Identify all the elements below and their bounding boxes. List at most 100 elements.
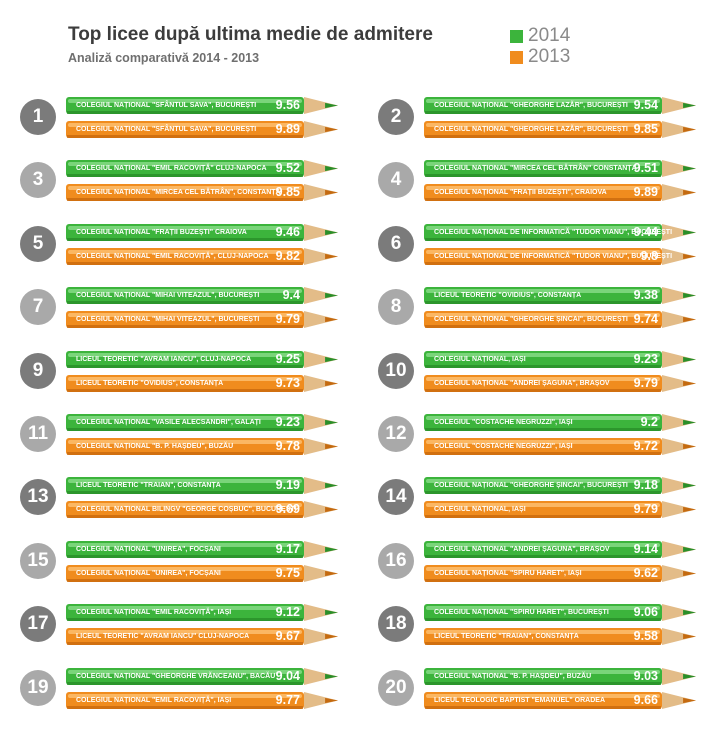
school-name-2013: COLEGIUL NAȚIONAL "B. P. HAȘDEU", BUZĂU	[76, 443, 234, 450]
pencil-highlight	[68, 376, 302, 381]
pencil-highlight	[68, 693, 302, 698]
score-value-2014: 9.44	[633, 224, 658, 239]
pencil-lead	[683, 443, 696, 450]
pencil-shape	[424, 501, 696, 519]
pencil-shape	[424, 477, 696, 495]
pencil-highlight	[426, 225, 660, 230]
pencil-bar-2014: COLEGIUL NAȚIONAL "EMIL RACOVIȚĂ" CLUJ-N…	[66, 160, 338, 180]
rank-badge: 4	[378, 162, 414, 199]
pencil-highlight	[426, 606, 660, 611]
pencil-shadow	[67, 111, 303, 114]
score-value-2014: 9.51	[633, 161, 658, 176]
pencil-shadow	[425, 705, 661, 709]
rank-badge: 3	[20, 162, 56, 199]
score-value-2013: 9.77	[275, 692, 300, 707]
pencil-bar-2014: COLEGIUL NAȚIONAL "GHEORGHE VRĂNCEANU", …	[66, 667, 338, 688]
score-value-2013: 9.85	[275, 185, 300, 200]
rank-badge: 8	[378, 289, 414, 326]
pencil-tip	[662, 350, 696, 368]
pencil-lead	[683, 610, 696, 616]
pencil-bar-2013: COLEGIUL NAȚIONAL "SPIRU HARET", IAȘI 9.6…	[424, 564, 696, 585]
pencil-highlight	[426, 630, 660, 635]
pencil-shape	[424, 121, 696, 138]
pencil-tip	[662, 247, 696, 265]
pencil-highlight	[68, 289, 302, 294]
pencil-bar-2013: COLEGIUL NAȚIONAL "B. P. HAȘDEU", BUZĂU 9…	[66, 438, 338, 458]
school-name-2014: LICEUL TEORETIC "TRAIAN", CONSTANȚA	[76, 482, 221, 490]
pencil-shadow	[67, 261, 303, 265]
pencil-tip	[662, 97, 696, 114]
school-name-2014: COLEGIUL NAȚIONAL "MIRCEA CEL BĂTRÂN" CO…	[434, 165, 637, 173]
pencil-lead	[325, 356, 338, 362]
pencil-highlight	[68, 566, 302, 571]
school-name-2014: COLEGIUL NAȚIONAL "UNIREA", FOCȘANI	[76, 545, 221, 553]
pencil-shape	[424, 247, 696, 265]
rank-badge: 7	[20, 289, 56, 326]
pencil-shape	[424, 287, 696, 305]
pencil-shadow	[425, 198, 661, 202]
school-name-2013: COLEGIUL NAȚIONAL "EMIL RACOVIȚĂ", IAȘI	[76, 696, 232, 704]
pencil-bar-2013: LICEUL TEORETIC "AVRAM IANCU" CLUJ-NAPOC…	[66, 628, 338, 648]
school-name-2014: COLEGIUL NAȚIONAL "SPIRU HARET", BUCUREȘ…	[434, 609, 609, 617]
pencil-tip	[304, 374, 338, 392]
pencil-shadow	[67, 578, 303, 582]
pencil-bar-2013: COLEGIUL NAȚIONAL "SFÂNTUL SAVA", BUCURE…	[66, 121, 338, 141]
chart-title: Top licee după ultima medie de admitere	[68, 24, 433, 45]
rank-badge: 20	[378, 669, 414, 706]
pencil-highlight	[426, 669, 660, 674]
pencil-tip	[304, 477, 338, 495]
score-value-2014: 9.18	[633, 478, 658, 493]
pencil-shape	[424, 540, 696, 558]
school-name-2014: COLEGIUL NAȚIONAL "FRAȚII BUZEȘTI" CRAIO…	[76, 228, 247, 236]
pencil-tip	[662, 628, 696, 646]
pencil-lead	[325, 229, 338, 235]
pencil-bar-2013: COLEGIUL NAȚIONAL "EMIL RACOVIȚĂ", CLUJ-…	[66, 247, 338, 268]
pencil-tip	[662, 691, 696, 709]
pencil-shape	[66, 564, 338, 582]
pencil-bar-2014: COLEGIUL NAȚIONAL, IAȘI 9.23	[424, 350, 696, 371]
pencil-bar-2014: COLEGIUL NAȚIONAL "B. P. HAȘDEU", BUZĂU 9…	[424, 667, 696, 688]
pencil-highlight	[68, 440, 302, 444]
rank-badge: 1	[20, 99, 56, 135]
pencil-bar-2014: COLEGIUL "COSTACHE NEGRUZZI", IAȘI 9.2	[424, 414, 696, 434]
pencil-bar-2013: COLEGIUL NAȚIONAL BILINGV "GEORGE COȘBUC…	[66, 501, 338, 521]
pencil-lead	[683, 546, 696, 552]
pencil-lead	[325, 483, 338, 489]
score-value-2013: 9.85	[633, 122, 658, 136]
pencil-bar-2014: LICEUL TEORETIC "OVIDIUS", CONSTANȚA 9.38	[424, 287, 696, 307]
school-name-2014: COLEGIUL NAȚIONAL "B. P. HAȘDEU", BUZĂU	[434, 672, 592, 680]
score-value-2013: 9.79	[275, 312, 300, 327]
school-name-2013: COLEGIUL NAȚIONAL "UNIREA", FOCȘANI	[76, 569, 221, 577]
pencil-shadow	[67, 452, 303, 455]
pencil-tip	[304, 311, 338, 329]
chart-subtitle: Analiză comparativă 2014 - 2013	[68, 51, 260, 65]
pencil-shape	[424, 628, 696, 646]
pencil-lead	[325, 253, 338, 259]
score-value-2014: 9.52	[275, 161, 300, 176]
pencil-highlight	[68, 313, 302, 318]
pencil-bar-2013: LICEUL TEOLOGIC BAPTIST "EMANUEL" ORADEA…	[424, 691, 696, 712]
pencil-bar-2013: COLEGIUL "COSTACHE NEGRUZZI", IAȘI 9.72	[424, 438, 696, 458]
pencil-lead	[683, 253, 696, 259]
pencil-lead	[325, 293, 338, 299]
pencil-tip	[662, 604, 696, 622]
pencil-highlight	[68, 606, 302, 611]
pencil-tip	[662, 540, 696, 558]
score-value-2013: 9.89	[633, 185, 658, 200]
pencil-shadow	[425, 428, 661, 431]
school-name-2013: COLEGIUL NAȚIONAL DE INFORMATICĂ "TUDOR …	[434, 252, 673, 260]
pencil-bar-2014: COLEGIUL NAȚIONAL "GHEORGHE LAZĂR", BUCU…	[424, 97, 696, 117]
rank-badge: 5	[20, 225, 56, 262]
rank-badge: 2	[378, 99, 414, 135]
pencil-shadow	[67, 491, 303, 495]
school-name-2014: COLEGIUL NAȚIONAL "VASILE ALECSANDRI", G…	[76, 419, 261, 426]
pencil-shadow	[67, 515, 303, 519]
pencil-highlight	[426, 503, 660, 508]
pencil-highlight	[68, 249, 302, 254]
pencil-shape	[424, 184, 696, 202]
pencil-shadow	[425, 554, 661, 558]
pencil-lead	[683, 317, 696, 323]
pencil-tip	[304, 121, 338, 138]
pencil-bar-2014: COLEGIUL NAȚIONAL "UNIREA", FOCȘANI 9.17	[66, 540, 338, 561]
pencil-highlight	[426, 376, 660, 381]
